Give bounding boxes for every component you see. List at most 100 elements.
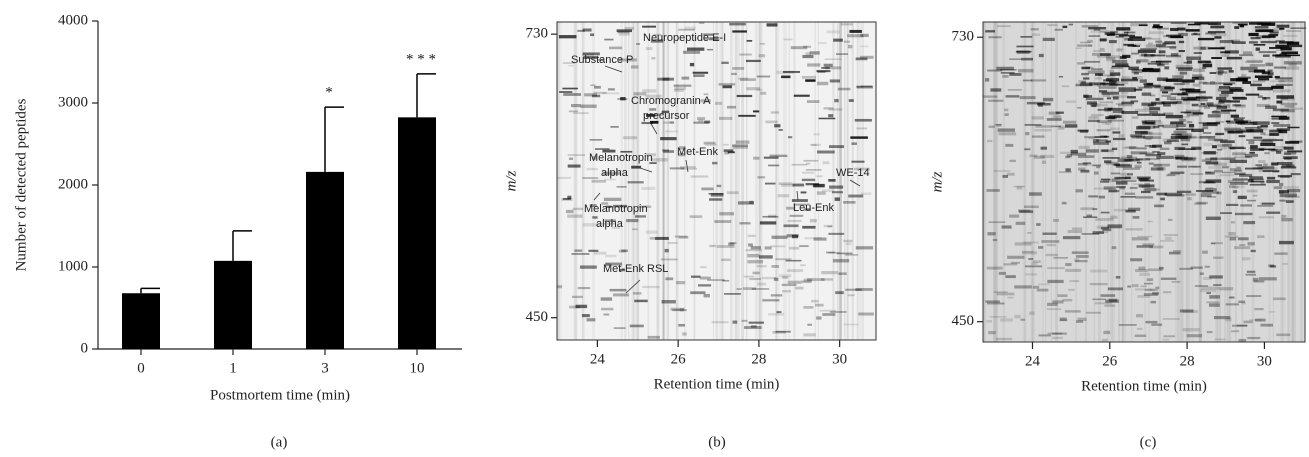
streak bbox=[826, 251, 836, 254]
streak bbox=[1133, 36, 1152, 40]
streak bbox=[1214, 169, 1224, 173]
streak bbox=[834, 98, 839, 103]
streak bbox=[1204, 188, 1217, 192]
streak bbox=[1170, 98, 1187, 101]
streak bbox=[1207, 138, 1223, 141]
streak bbox=[1099, 47, 1105, 51]
streak bbox=[637, 205, 652, 208]
streak bbox=[1239, 54, 1254, 57]
streak bbox=[1139, 272, 1150, 277]
streak bbox=[1025, 273, 1038, 276]
streak bbox=[1198, 180, 1214, 184]
streak bbox=[1178, 135, 1197, 139]
streak bbox=[1185, 22, 1188, 342]
streak bbox=[1087, 70, 1105, 74]
streak bbox=[1202, 82, 1218, 85]
streak bbox=[1099, 101, 1114, 104]
streak bbox=[613, 293, 629, 297]
streak bbox=[768, 214, 777, 218]
streak bbox=[719, 22, 722, 340]
streak bbox=[1202, 63, 1213, 68]
streak bbox=[1277, 162, 1293, 165]
streak bbox=[1105, 55, 1121, 59]
streak bbox=[822, 313, 836, 316]
streak bbox=[1160, 147, 1170, 151]
streak bbox=[1090, 269, 1108, 273]
streak bbox=[1249, 178, 1264, 181]
streak bbox=[1132, 77, 1138, 80]
streak bbox=[1055, 111, 1064, 114]
streak bbox=[1191, 103, 1199, 107]
streak bbox=[699, 276, 711, 280]
streak bbox=[609, 288, 627, 292]
streak bbox=[1107, 33, 1113, 37]
streak bbox=[1147, 62, 1162, 65]
streak bbox=[997, 25, 1011, 28]
streak bbox=[1047, 267, 1065, 270]
streak bbox=[860, 55, 874, 59]
streak bbox=[1278, 183, 1284, 187]
streak bbox=[1172, 75, 1184, 79]
streak bbox=[1240, 66, 1258, 71]
streak bbox=[1202, 122, 1218, 127]
streak bbox=[1141, 92, 1152, 96]
streak bbox=[743, 275, 755, 278]
streak bbox=[649, 162, 657, 164]
streak bbox=[665, 130, 678, 133]
streak bbox=[1214, 242, 1223, 245]
streak bbox=[1204, 106, 1210, 109]
streak bbox=[849, 29, 862, 33]
streak bbox=[758, 54, 766, 58]
streak bbox=[988, 221, 1006, 223]
streak bbox=[799, 245, 809, 248]
streak bbox=[746, 87, 761, 91]
streak bbox=[1118, 87, 1136, 89]
streak bbox=[1078, 79, 1086, 83]
streak bbox=[1288, 22, 1291, 342]
streak bbox=[1148, 31, 1165, 35]
streak bbox=[987, 69, 1003, 72]
streak bbox=[1091, 104, 1097, 108]
streak bbox=[1266, 211, 1281, 214]
streak bbox=[557, 176, 572, 179]
streak bbox=[620, 22, 623, 340]
streak bbox=[1057, 294, 1068, 298]
streak bbox=[793, 94, 810, 97]
streak bbox=[1144, 119, 1162, 122]
streak bbox=[613, 327, 626, 330]
streak bbox=[1170, 171, 1185, 174]
streak bbox=[1257, 205, 1274, 207]
leader-line bbox=[796, 190, 799, 201]
streak bbox=[569, 305, 581, 309]
streak bbox=[1230, 168, 1242, 172]
streak bbox=[1139, 54, 1149, 57]
streak bbox=[1280, 97, 1295, 101]
streak bbox=[1166, 46, 1177, 48]
streak bbox=[1059, 317, 1067, 322]
streak bbox=[1104, 160, 1112, 164]
streak bbox=[1131, 237, 1149, 241]
streak bbox=[1137, 113, 1152, 116]
streak bbox=[1198, 81, 1208, 84]
streak bbox=[788, 22, 791, 340]
streak bbox=[645, 230, 658, 234]
streak bbox=[1228, 70, 1234, 73]
streak bbox=[993, 22, 996, 342]
streak bbox=[757, 282, 767, 286]
streak bbox=[1084, 136, 1098, 139]
streak bbox=[1081, 72, 1089, 76]
streak bbox=[1245, 156, 1253, 159]
streak bbox=[1106, 57, 1116, 60]
streak bbox=[829, 185, 844, 189]
streak bbox=[1081, 233, 1100, 235]
streak bbox=[1138, 184, 1155, 188]
streak bbox=[1104, 32, 1115, 35]
streak bbox=[626, 219, 639, 223]
streak bbox=[856, 22, 859, 340]
streak bbox=[1111, 65, 1130, 68]
streak bbox=[592, 216, 598, 220]
streak bbox=[1140, 61, 1158, 63]
streak bbox=[1281, 217, 1293, 222]
streak bbox=[817, 81, 829, 86]
streak bbox=[1052, 336, 1063, 339]
